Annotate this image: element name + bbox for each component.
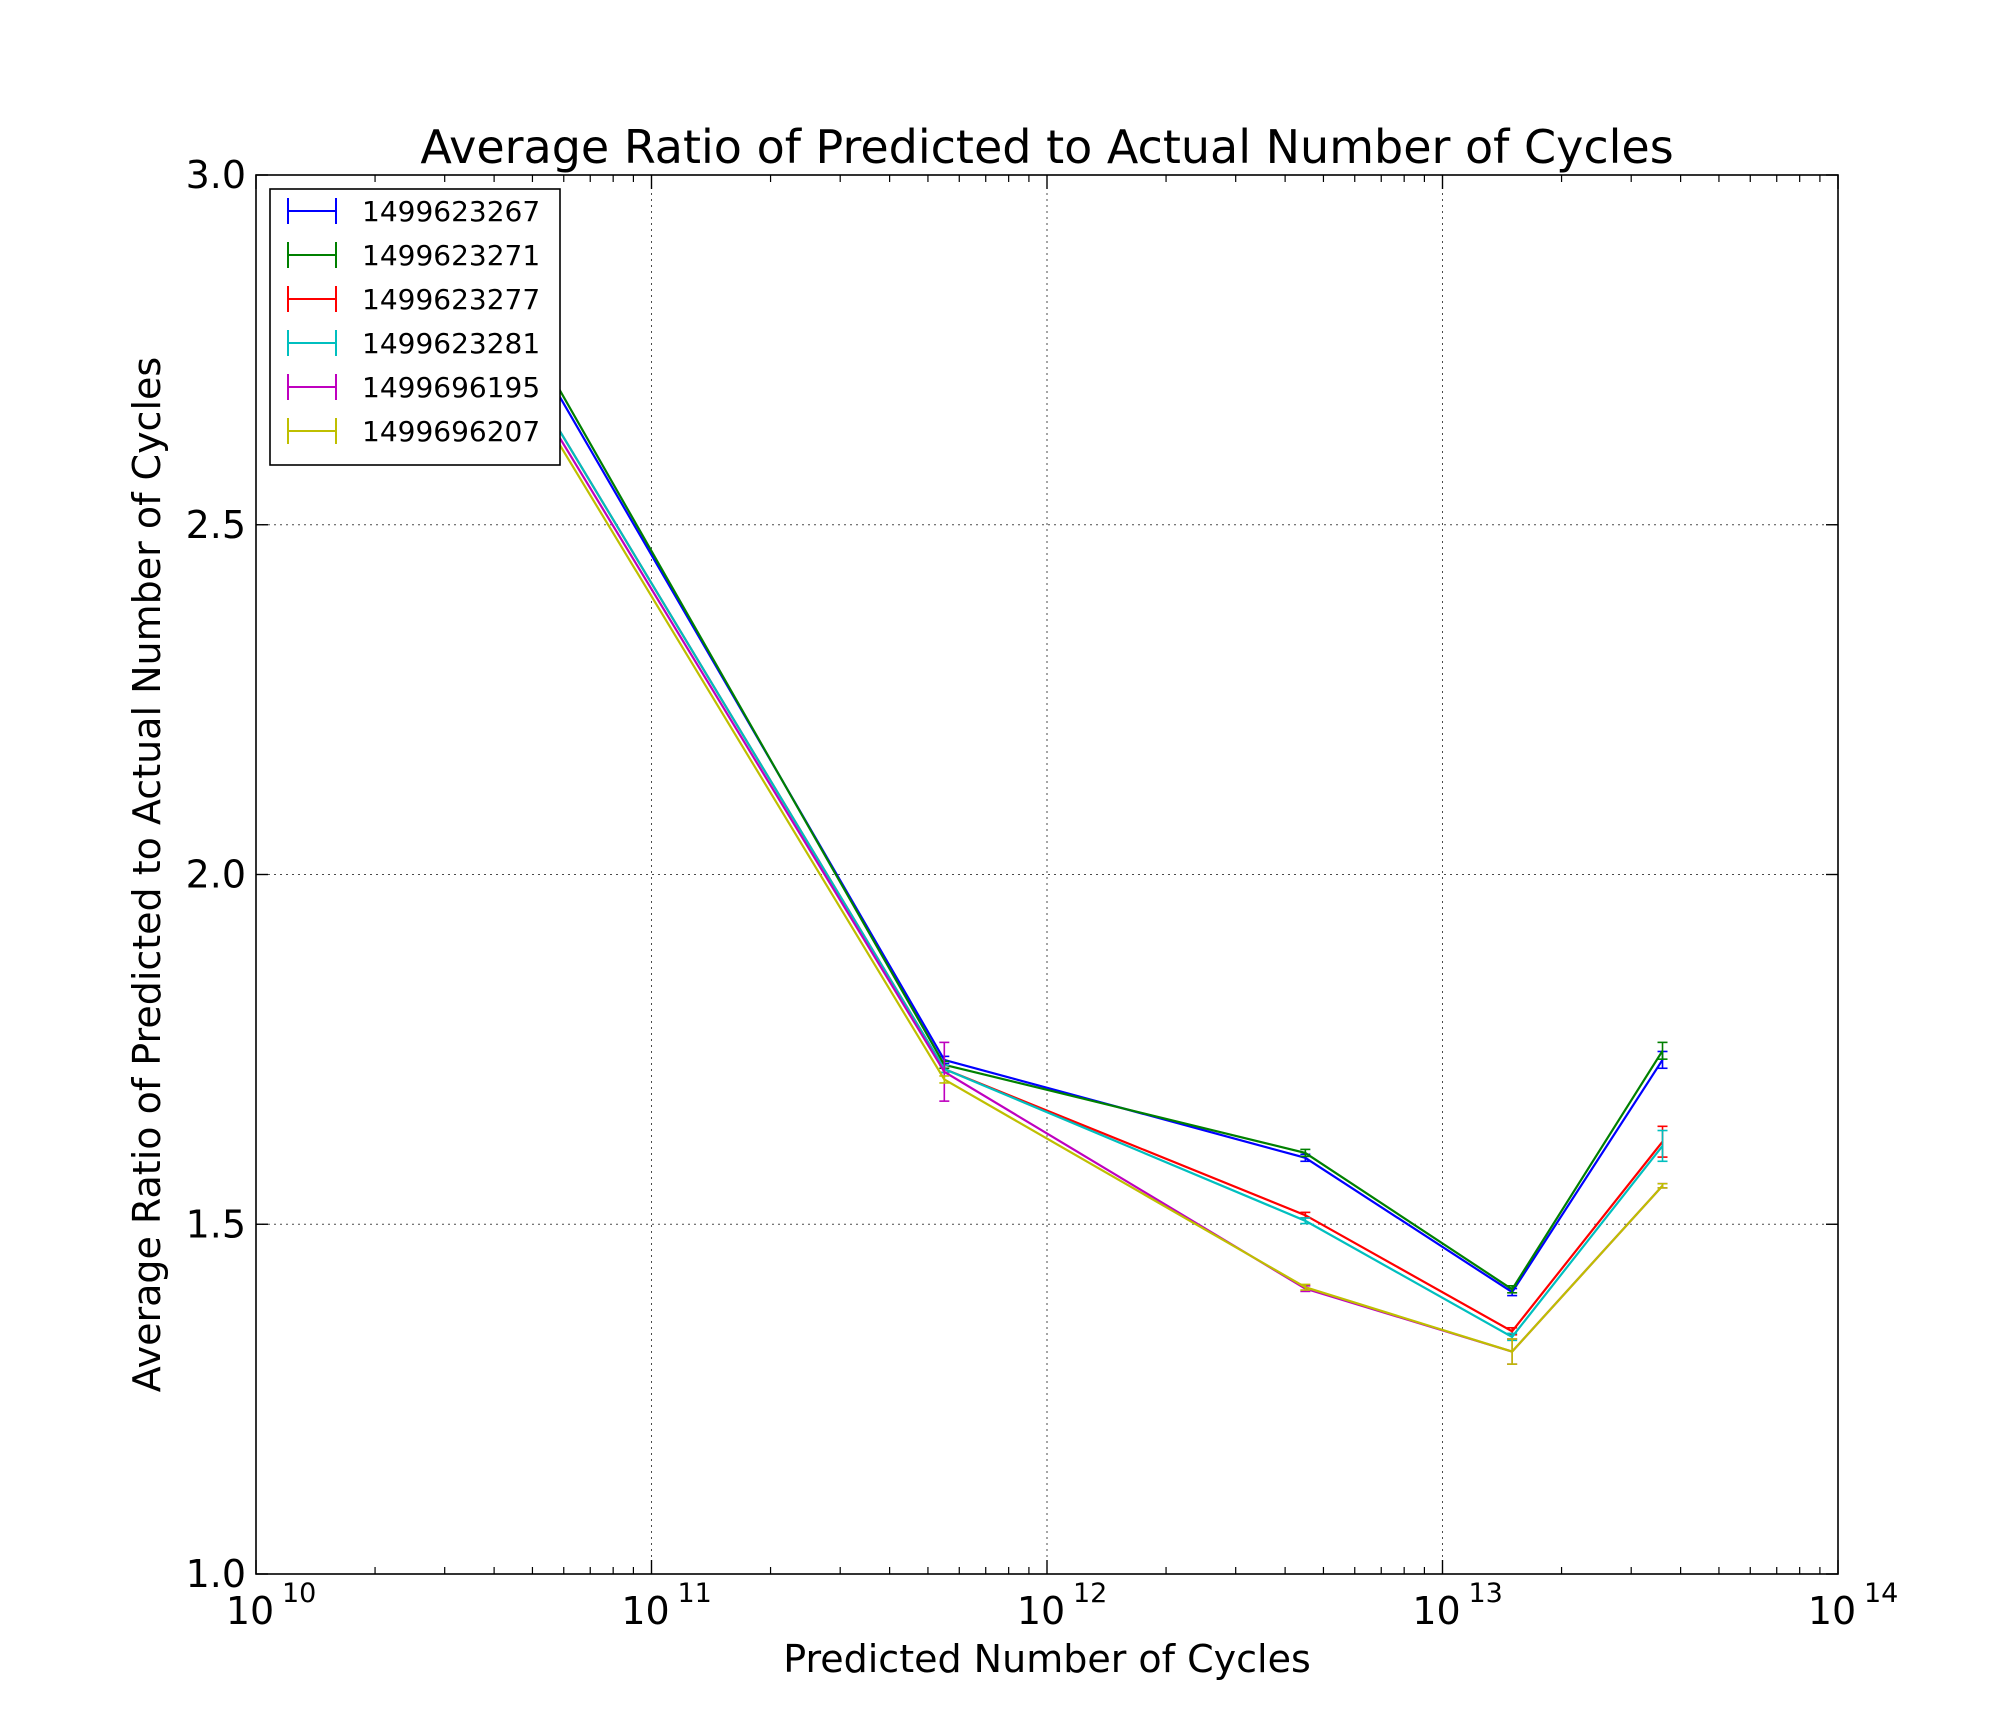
legend-label: 1499623277 bbox=[362, 283, 540, 316]
x-tick-label: 10 11 bbox=[621, 1578, 712, 1633]
x-tick-exponent: 13 bbox=[1469, 1578, 1503, 1609]
x-tick-exponent: 14 bbox=[1864, 1578, 1898, 1609]
legend-label: 1499696207 bbox=[362, 415, 540, 448]
series-1499623271 bbox=[547, 370, 1668, 1294]
y-tick-label: 3.0 bbox=[186, 153, 246, 197]
legend-item: 1499623267 bbox=[287, 195, 540, 228]
x-tick-base: 10 bbox=[226, 1589, 274, 1633]
legend-label: 1499696195 bbox=[362, 371, 540, 404]
x-tick-label: 10 12 bbox=[1017, 1578, 1108, 1633]
y-tick-label: 2.5 bbox=[186, 503, 246, 547]
x-tick-base: 10 bbox=[1412, 1589, 1460, 1633]
x-axis-label: Predicted Number of Cycles bbox=[783, 1637, 1311, 1681]
x-tick-label: 10 10 bbox=[226, 1578, 317, 1633]
legend-box bbox=[269, 188, 561, 466]
x-tick-exponent: 10 bbox=[282, 1578, 316, 1609]
legend-item: 1499696207 bbox=[287, 415, 540, 448]
y-tick-label: 1.0 bbox=[186, 1552, 246, 1596]
y-tick-label: 1.5 bbox=[186, 1202, 246, 1246]
legend-item: 1499623281 bbox=[287, 327, 540, 360]
y-tick-label: 2.0 bbox=[186, 853, 246, 897]
chart-title: Average Ratio of Predicted to Actual Num… bbox=[420, 120, 1673, 174]
x-tick-exponent: 12 bbox=[1073, 1578, 1107, 1609]
legend-label: 1499623271 bbox=[362, 239, 540, 272]
x-tick-base: 10 bbox=[621, 1589, 669, 1633]
x-tick-exponent: 11 bbox=[678, 1578, 712, 1609]
axis-ticks: 1.0 1.5 2.0 2.5 3.0 10 10 10 11 10 12 10 13 10 14 bbox=[186, 153, 1899, 1633]
x-tick-label: 10 14 bbox=[1808, 1578, 1899, 1633]
legend-item: 1499696195 bbox=[287, 371, 540, 404]
x-tick-base: 10 bbox=[1017, 1589, 1065, 1633]
series-lines bbox=[547, 370, 1668, 1365]
grid-lines bbox=[256, 175, 1838, 1574]
legend: 1499623267 1499623271 1499623277 1499623281… bbox=[269, 188, 561, 466]
x-tick-label: 10 13 bbox=[1412, 1578, 1503, 1633]
legend-item: 1499623271 bbox=[287, 239, 540, 272]
legend-label: 1499623281 bbox=[362, 327, 540, 360]
legend-label: 1499623267 bbox=[362, 195, 540, 228]
legend-item: 1499623277 bbox=[287, 283, 540, 316]
y-axis-label: Average Ratio of Predicted to Actual Num… bbox=[125, 357, 169, 1392]
x-tick-base: 10 bbox=[1808, 1589, 1856, 1633]
series-1499696207 bbox=[547, 426, 1668, 1365]
